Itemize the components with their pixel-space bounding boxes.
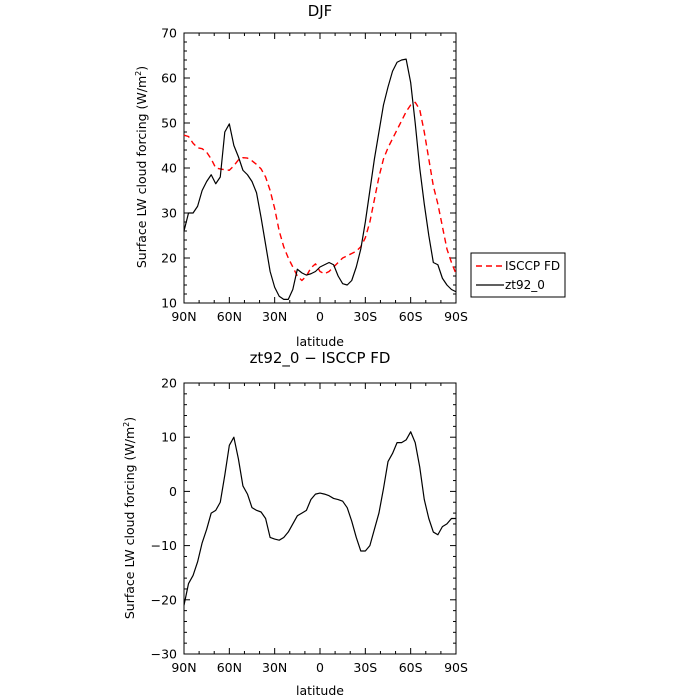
x-tick-label: 30S <box>353 660 377 675</box>
y-axis-label: Surface LW cloud forcing (W/m2) <box>122 417 137 619</box>
y-tick-label: 40 <box>161 161 177 176</box>
legend: ISCCP FD zt92_0 <box>470 252 566 298</box>
y-tick-label: 0 <box>169 484 177 499</box>
series-line <box>183 101 457 282</box>
y-tick-label: −30 <box>151 647 177 662</box>
series-line <box>183 431 456 606</box>
x-tick-label: 60N <box>217 309 242 324</box>
plot-area: 90N 60N 30N 0 30S 60S 90S 10 20 30 40 50 60 70 <box>161 26 468 325</box>
y-tick-label: 70 <box>161 26 177 41</box>
y-tick-label: 20 <box>161 251 177 266</box>
x-tick-label: 90N <box>171 660 196 675</box>
chart-difference: zt92_0 − ISCCP FD Surface LW cloud forci… <box>122 349 468 698</box>
x-axis-label: latitude <box>296 334 344 349</box>
x-tick-label: 60S <box>399 309 423 324</box>
x-tick-label: 0 <box>316 660 324 675</box>
x-axis-label: latitude <box>296 683 344 698</box>
y-tick-label: −10 <box>151 538 177 553</box>
y-tick-label: 60 <box>161 71 177 86</box>
legend-box <box>470 252 566 298</box>
y-axis-label: Surface LW cloud forcing (W/m2) <box>134 66 149 268</box>
y-tick-label: 10 <box>161 430 177 445</box>
x-tick-label: 90S <box>444 660 468 675</box>
x-tick-label: 90N <box>171 309 196 324</box>
y-tick-label: 30 <box>161 206 177 221</box>
x-tick-label: 60N <box>217 660 242 675</box>
chart-djf: DJF Surface LW cloud forcing (W/m2) lati… <box>134 2 566 349</box>
series-line <box>183 58 457 300</box>
chart-title: zt92_0 − ISCCP FD <box>250 349 391 368</box>
y-tick-label: −20 <box>151 592 177 607</box>
x-tick-label: 90S <box>444 309 468 324</box>
plot-frame <box>183 32 457 304</box>
x-tick-label: 30N <box>262 660 287 675</box>
y-tick-label: 10 <box>161 296 177 311</box>
x-tick-label: 30S <box>353 309 377 324</box>
plot-area: 90N 60N 30N 0 30S 60S 90S −30 −20 −10 0 10 20 <box>151 376 468 676</box>
plot-frame <box>183 382 457 655</box>
x-tick-label: 60S <box>399 660 423 675</box>
y-tick-label: 50 <box>161 116 177 131</box>
x-tick-label: 30N <box>262 309 287 324</box>
y-tick-label: 20 <box>161 376 177 391</box>
legend-label-isccp-fd: ISCCP FD <box>505 259 560 273</box>
x-tick-label: 0 <box>316 309 324 324</box>
legend-label-zt92-0: zt92_0 <box>505 278 545 292</box>
chart-title: DJF <box>308 2 333 20</box>
